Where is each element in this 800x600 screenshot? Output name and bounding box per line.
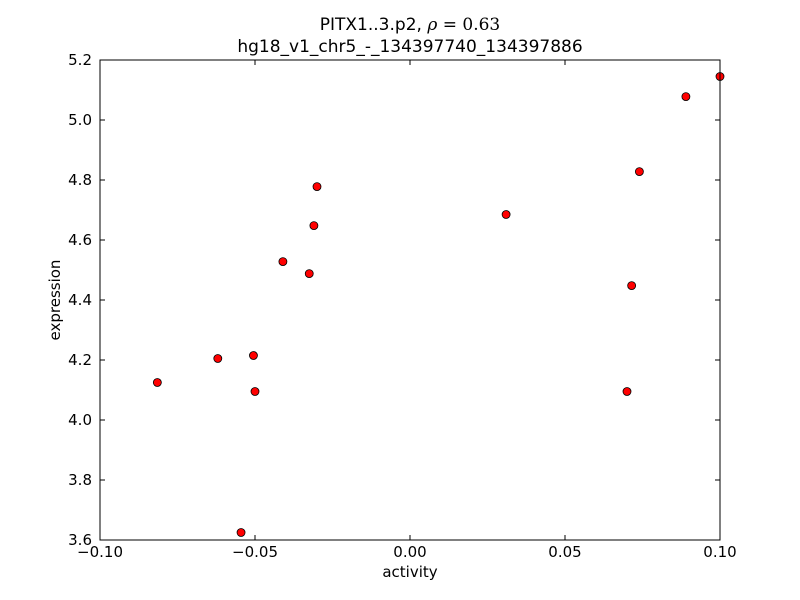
chart-title-text: PITX1..3.p2, xyxy=(320,15,428,35)
x-axis-label: activity xyxy=(382,563,437,581)
data-point xyxy=(250,387,260,396)
y-tick-label: 5.0 xyxy=(68,111,92,129)
data-point xyxy=(501,210,511,219)
y-axis-label: expression xyxy=(46,260,64,341)
x-tick-label: −0.05 xyxy=(232,543,278,561)
data-point xyxy=(681,92,691,101)
y-tick-label: 3.8 xyxy=(68,471,92,489)
y-tick-label: 3.6 xyxy=(68,531,92,549)
chart-title: PITX1..3.p2, ρ = 0.63 xyxy=(320,15,500,35)
chart-title-rho-symbol: ρ xyxy=(426,15,437,35)
data-point xyxy=(152,378,162,387)
y-tick-label: 4.2 xyxy=(68,351,92,369)
y-tick-label: 4.6 xyxy=(68,231,92,249)
x-tick-label: −0.10 xyxy=(77,543,123,561)
plot-area-frame xyxy=(99,59,721,541)
data-point xyxy=(635,167,644,177)
data-point xyxy=(304,269,314,279)
data-point xyxy=(309,221,319,231)
data-points xyxy=(152,72,725,537)
data-point xyxy=(249,351,258,360)
axis-ticks: −0.10 −0.05 0.00 0.05 0.10 3.6 3.8 4.0 4.2 4.4 4.6… xyxy=(68,51,737,561)
data-point xyxy=(278,257,288,267)
data-point xyxy=(213,354,223,363)
data-point xyxy=(627,281,637,291)
y-tick-label: 5.2 xyxy=(68,51,92,69)
x-tick-label: 0.00 xyxy=(393,543,426,561)
chart-title-rho-value: = 0.63 xyxy=(437,15,500,35)
y-tick-label: 4.8 xyxy=(68,171,92,189)
chart-subtitle: hg18_v1_chr5_-_134397740_134397886 xyxy=(237,37,582,57)
data-point xyxy=(312,182,322,192)
data-point xyxy=(622,387,632,396)
y-tick-label: 4.0 xyxy=(68,411,92,429)
data-point xyxy=(236,528,246,537)
x-tick-label: 0.10 xyxy=(703,543,736,561)
y-tick-label: 4.4 xyxy=(68,291,92,309)
x-tick-label: 0.05 xyxy=(548,543,581,561)
